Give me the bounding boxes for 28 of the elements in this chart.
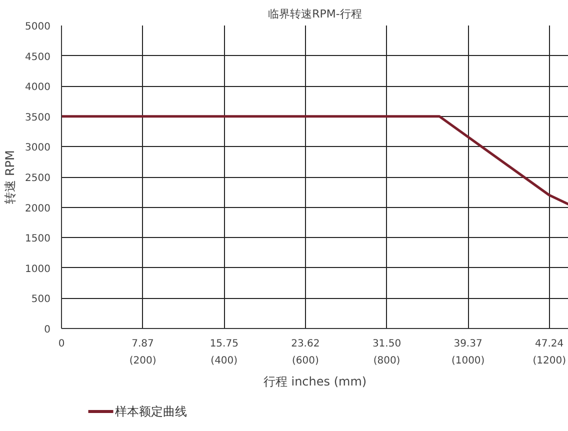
x-tick-label: 39.37 bbox=[454, 338, 482, 350]
x2-tick-label: (400) bbox=[210, 356, 238, 366]
x2-tick-label: (1200) bbox=[532, 356, 566, 366]
y-axis-title: 转速 RPM bbox=[3, 150, 18, 204]
x-tick-label: 31.50 bbox=[372, 338, 402, 350]
y-tick-label: 500 bbox=[31, 294, 51, 306]
y-tick-label: 0 bbox=[44, 324, 51, 336]
y-tick-label: 3500 bbox=[25, 112, 51, 124]
x2-tick-label: (200) bbox=[129, 356, 156, 366]
legend-label: 样本额定曲线 bbox=[115, 404, 188, 418]
y-tick-label: 1000 bbox=[25, 264, 51, 275]
x-tick-label: 23.62 bbox=[291, 338, 320, 350]
y-tick-label: 4500 bbox=[25, 52, 51, 63]
x-tick-label: 7.87 bbox=[132, 338, 154, 350]
y-tick-label: 4000 bbox=[25, 82, 51, 94]
x-tick-label: 0 bbox=[58, 338, 65, 350]
chart-title: 临界转速RPM-行程 bbox=[268, 8, 362, 20]
y-tick-label: 1500 bbox=[25, 234, 51, 245]
x-axis-title: 行程 inches (mm) bbox=[263, 374, 367, 388]
y-tick-label: 3000 bbox=[25, 142, 51, 154]
x2-tick-label: (600) bbox=[292, 356, 319, 366]
x2-tick-label: (800) bbox=[373, 356, 400, 366]
y-tick-label: 2500 bbox=[25, 173, 51, 184]
x-tick-label: 15.75 bbox=[210, 338, 238, 350]
x-tick-label: 47.24 bbox=[534, 338, 564, 350]
x2-tick-label: (1000) bbox=[451, 356, 485, 366]
y-tick-label: 5000 bbox=[25, 22, 51, 32]
y-tick-label: 2000 bbox=[25, 203, 51, 214]
